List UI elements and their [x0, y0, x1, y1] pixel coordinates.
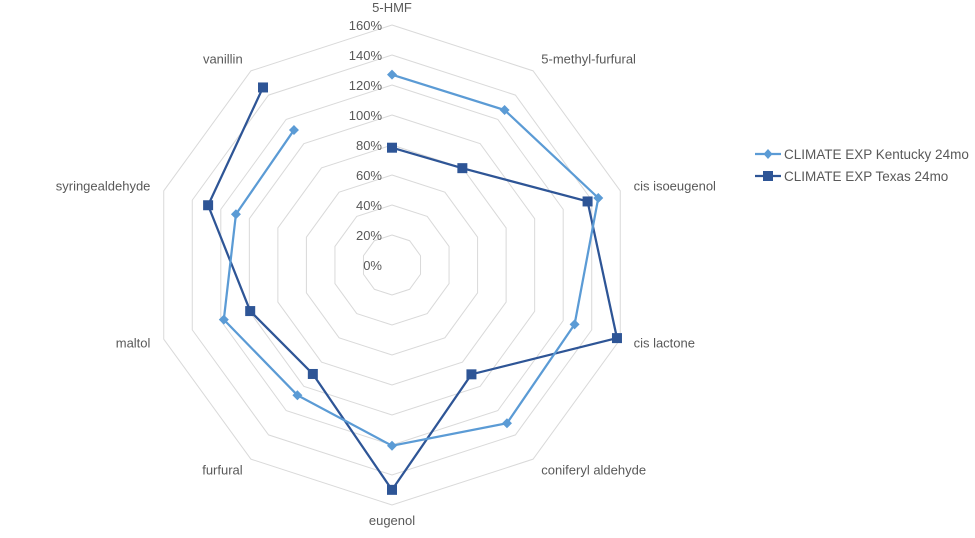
svg-text:20%: 20% — [356, 228, 382, 243]
svg-text:cis lactone: cis lactone — [634, 335, 695, 350]
svg-text:vanillin: vanillin — [203, 52, 243, 67]
svg-text:cis isoeugenol: cis isoeugenol — [634, 179, 716, 194]
svg-text:100%: 100% — [349, 108, 383, 123]
svg-text:5-methyl-furfural: 5-methyl-furfural — [541, 52, 636, 67]
svg-text:CLIMATE EXP Texas 24mo: CLIMATE EXP Texas 24mo — [784, 169, 948, 184]
svg-text:5-HMF: 5-HMF — [372, 0, 412, 15]
svg-text:0%: 0% — [363, 258, 382, 273]
svg-text:80%: 80% — [356, 138, 382, 153]
svg-text:coniferyl aldehyde: coniferyl aldehyde — [541, 462, 646, 477]
svg-text:40%: 40% — [356, 198, 382, 213]
svg-text:160%: 160% — [349, 18, 383, 33]
svg-text:maltol: maltol — [116, 335, 151, 350]
svg-text:eugenol: eugenol — [369, 513, 415, 528]
svg-text:60%: 60% — [356, 168, 382, 183]
svg-text:CLIMATE EXP Kentucky 24mo: CLIMATE EXP Kentucky 24mo — [784, 147, 969, 162]
svg-text:syringealdehyde: syringealdehyde — [56, 179, 151, 194]
svg-text:140%: 140% — [349, 48, 383, 63]
svg-text:furfural: furfural — [202, 462, 243, 477]
svg-text:120%: 120% — [349, 78, 383, 93]
